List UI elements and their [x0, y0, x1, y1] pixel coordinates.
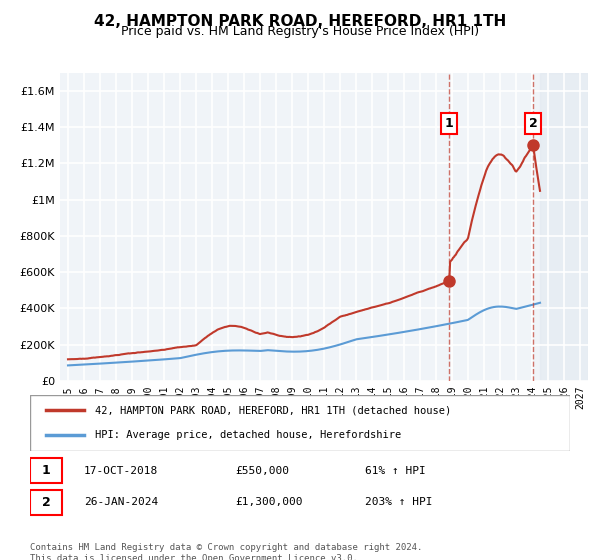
Text: HPI: Average price, detached house, Herefordshire: HPI: Average price, detached house, Here… — [95, 430, 401, 440]
Text: 1: 1 — [42, 464, 50, 477]
Text: £550,000: £550,000 — [235, 466, 289, 476]
Text: 42, HAMPTON PARK ROAD, HEREFORD, HR1 1TH (detached house): 42, HAMPTON PARK ROAD, HEREFORD, HR1 1TH… — [95, 405, 451, 416]
FancyBboxPatch shape — [30, 395, 570, 451]
FancyBboxPatch shape — [30, 458, 62, 483]
Text: £1,300,000: £1,300,000 — [235, 497, 303, 507]
Text: Price paid vs. HM Land Registry's House Price Index (HPI): Price paid vs. HM Land Registry's House … — [121, 25, 479, 38]
Text: 2: 2 — [529, 117, 538, 130]
Text: 17-OCT-2018: 17-OCT-2018 — [84, 466, 158, 476]
FancyBboxPatch shape — [30, 489, 62, 515]
Text: 203% ↑ HPI: 203% ↑ HPI — [365, 497, 432, 507]
Text: 61% ↑ HPI: 61% ↑ HPI — [365, 466, 425, 476]
Bar — [540, 73, 588, 381]
Text: 1: 1 — [445, 117, 453, 130]
Text: 26-JAN-2024: 26-JAN-2024 — [84, 497, 158, 507]
Text: 2: 2 — [42, 496, 50, 508]
Text: This data is licensed under the Open Government Licence v3.0.: This data is licensed under the Open Gov… — [30, 554, 358, 560]
Text: Contains HM Land Registry data © Crown copyright and database right 2024.: Contains HM Land Registry data © Crown c… — [30, 543, 422, 552]
Text: 42, HAMPTON PARK ROAD, HEREFORD, HR1 1TH: 42, HAMPTON PARK ROAD, HEREFORD, HR1 1TH — [94, 14, 506, 29]
